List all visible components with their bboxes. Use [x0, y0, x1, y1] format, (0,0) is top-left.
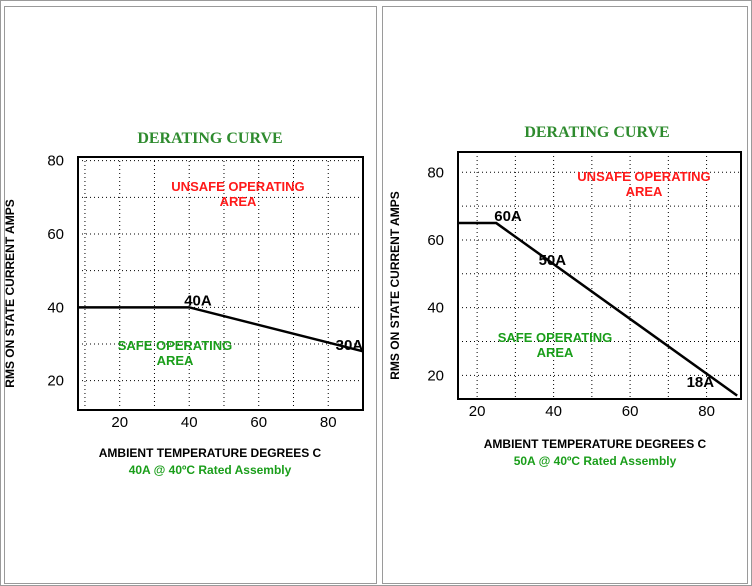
point-label: 40A — [184, 292, 212, 309]
chart-2: DERATING CURVE 20 40 60 80 20 40 60 80 RMS ON STA… — [388, 124, 742, 468]
unsafe-area-label: UNSAFE OPERATING — [577, 169, 710, 184]
y-tick-label: 60 — [47, 226, 64, 243]
plot-frame — [77, 156, 364, 411]
y-tick-label: 20 — [427, 367, 444, 384]
derating-line — [458, 221, 738, 397]
safe-area-label: SAFE OPERATING — [118, 338, 233, 353]
unsafe-area-label: UNSAFE OPERATING — [171, 179, 304, 194]
y-axis-label: RMS ON STATE CURRENT AMPS — [3, 199, 17, 387]
chart-title: DERATING CURVE — [524, 124, 669, 141]
x-axis-label: AMBIENT TEMPERATURE DEGREES C — [99, 446, 322, 460]
point-label: 60A — [494, 208, 522, 225]
plot-frame — [457, 151, 742, 400]
x-tick-label: 40 — [181, 414, 198, 431]
x-tick-label: 40 — [545, 403, 562, 420]
x-tick-label: 20 — [469, 403, 486, 420]
x-tick-label: 80 — [698, 403, 715, 420]
chart-title: DERATING CURVE — [137, 130, 282, 147]
chart-subtitle: 50A @ 40ºC Rated Assembly — [514, 454, 677, 468]
chart-1: DERATING CURVE 20 40 60 80 20 40 60 80 RMS ON STA… — [3, 130, 364, 477]
y-tick-label: 80 — [47, 153, 64, 170]
y-tick-label: 80 — [427, 164, 444, 181]
safe-area-label: AREA — [537, 345, 574, 360]
x-tick-label: 80 — [320, 414, 337, 431]
x-axis-label: AMBIENT TEMPERATURE DEGREES C — [484, 437, 707, 451]
x-tick-label: 60 — [250, 414, 267, 431]
safe-area-label: AREA — [157, 353, 194, 368]
y-tick-label: 40 — [427, 300, 444, 317]
unsafe-area-label: AREA — [220, 194, 257, 209]
point-label: 18A — [687, 374, 715, 391]
unsafe-area-label: AREA — [626, 184, 663, 199]
x-tick-label: 20 — [111, 414, 128, 431]
chart-subtitle: 40A @ 40ºC Rated Assembly — [129, 463, 292, 477]
right-table-cell — [382, 6, 748, 584]
point-label: 50A — [539, 252, 567, 269]
y-axis-label: RMS ON STATE CURRENT AMPS — [388, 191, 402, 379]
y-tick-label: 60 — [427, 232, 444, 249]
safe-area-label: SAFE OPERATING — [498, 330, 613, 345]
derating-line — [78, 306, 364, 353]
y-tick-label: 20 — [47, 373, 64, 390]
y-tick-label: 40 — [47, 299, 64, 316]
x-tick-label: 60 — [622, 403, 639, 420]
point-label: 30A — [336, 337, 364, 354]
left-table-cell — [4, 6, 377, 584]
